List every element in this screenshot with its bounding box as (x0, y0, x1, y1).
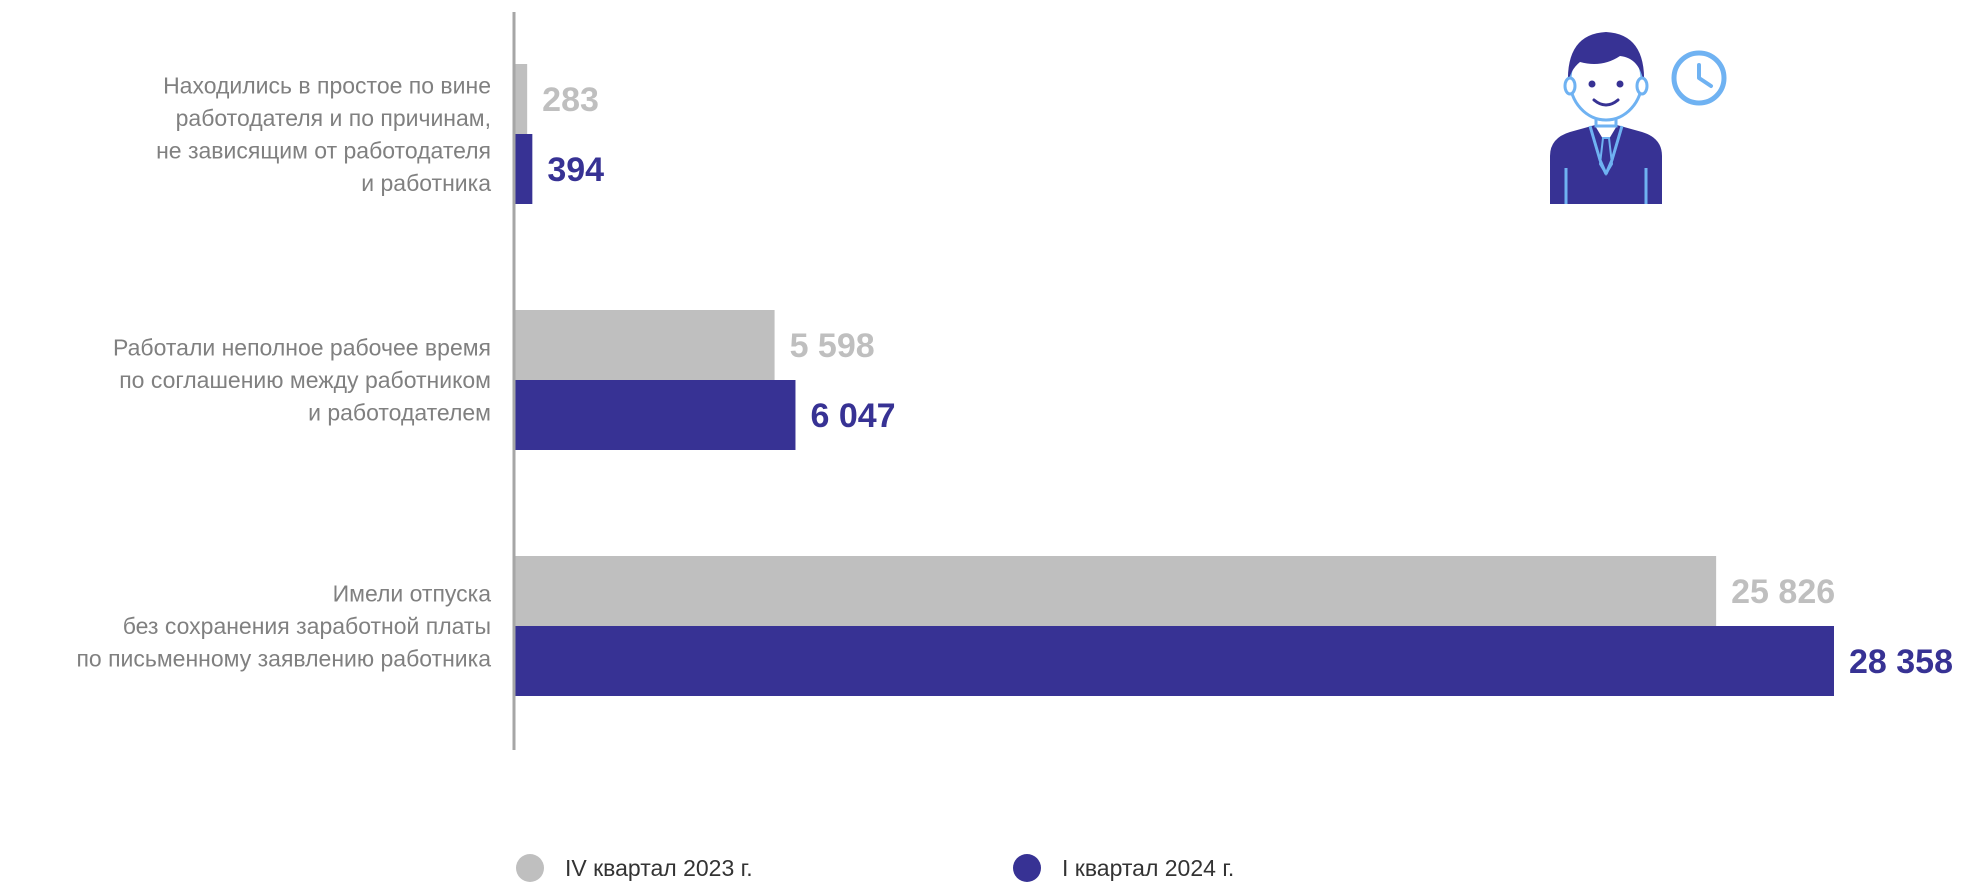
category-label-1-line-1: Находились в простое по вине (163, 72, 491, 98)
legend-label-1: IV квартал 2023 г. (565, 855, 753, 881)
category-label-2-line-1: Работали неполное рабочее время (113, 335, 491, 361)
value-label-1-series-1: 283 (542, 81, 599, 119)
legend-label-2: I квартал 2024 г. (1062, 855, 1234, 881)
category-label-1-line-4: и работника (361, 170, 491, 196)
labels-layer: 283 394 Находились в простое по вине работо… (76, 72, 1953, 681)
value-label-3-series-2: 28 358 (1849, 643, 1953, 681)
bars-layer (512, 12, 1834, 750)
legend-swatch-2 (1013, 854, 1041, 882)
value-label-2-series-1: 5 598 (790, 327, 875, 365)
value-label-1-series-2: 394 (547, 151, 604, 189)
category-label-1-line-3: не зависящим от работодателя (156, 137, 491, 163)
bar-2-series-1 (514, 310, 775, 380)
category-label-1-line-2: работодателя и по причинам, (176, 105, 491, 131)
bar-3-series-1 (514, 556, 1717, 626)
category-label-3-line-3: по письменному заявлению работника (76, 646, 491, 672)
bar-2-series-2 (514, 380, 796, 450)
category-label-2-line-2: по соглашению между работником (119, 367, 491, 393)
value-label-2-series-2: 6 047 (810, 397, 895, 435)
office-worker-with-clock-icon (1550, 32, 1662, 204)
category-label-3-line-2: без сохранения заработной платы (123, 613, 491, 639)
value-label-3-series-1: 25 826 (1731, 573, 1835, 611)
category-label-2-line-3: и работодателем (308, 400, 491, 426)
bar-3-series-2 (514, 626, 1834, 696)
bar-1-series-1 (514, 64, 528, 134)
bar-1-series-2 (514, 134, 533, 204)
legend: IV квартал 2023 г. I квартал 2024 г. (516, 854, 1234, 882)
legend-swatch-1 (516, 854, 544, 882)
clock-icon (1671, 50, 1727, 106)
category-label-3-line-1: Имели отпуска (333, 581, 492, 607)
